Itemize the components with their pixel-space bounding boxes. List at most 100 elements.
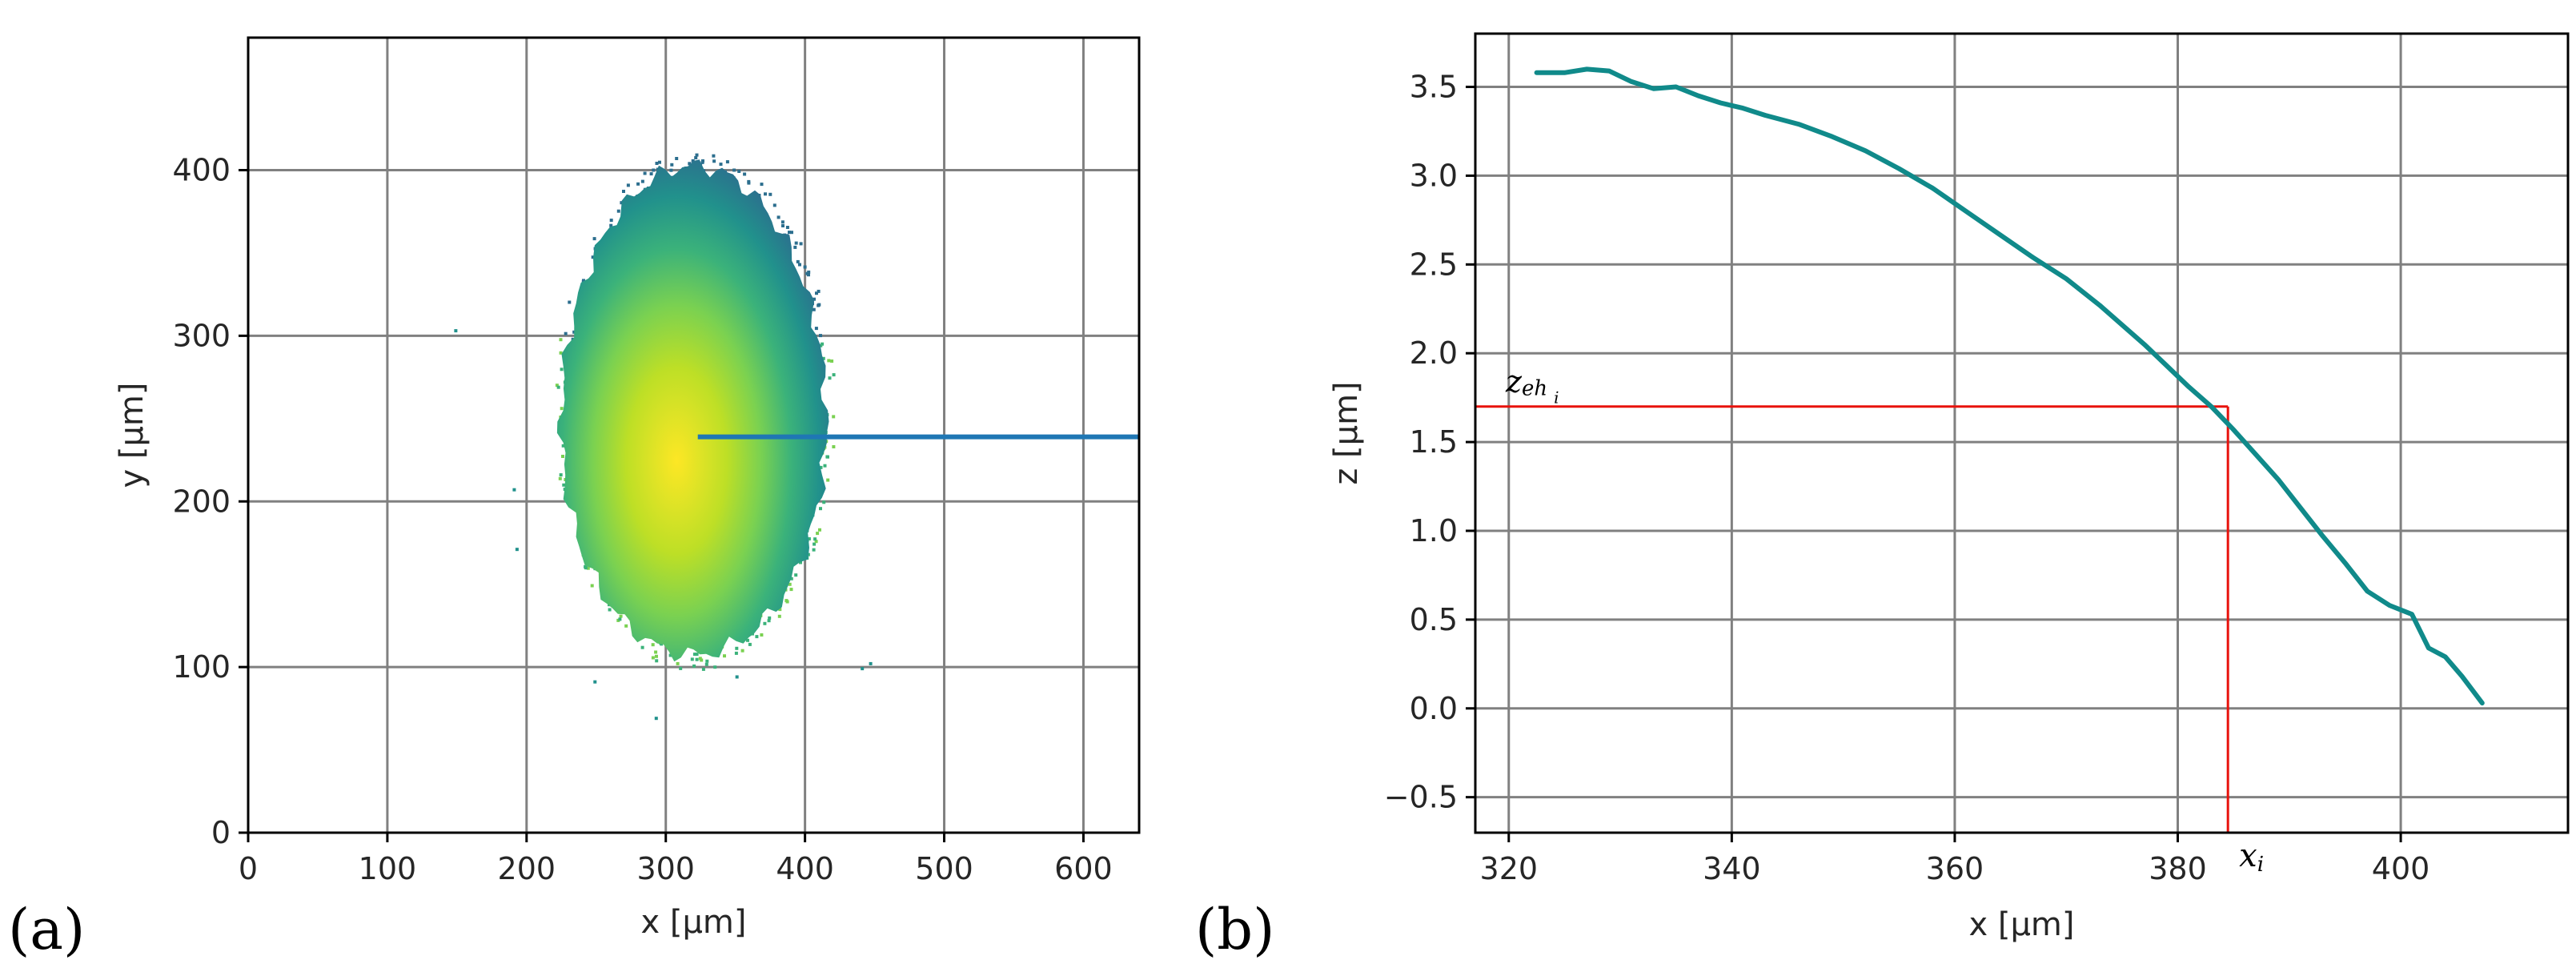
y-tick-label: 0 bbox=[211, 815, 231, 850]
x-tick-label: 340 bbox=[1703, 851, 1761, 886]
outlier-pixel bbox=[712, 154, 716, 158]
x-tick-label: 300 bbox=[636, 851, 695, 886]
outlier-pixel bbox=[760, 183, 764, 187]
outlier-pixel bbox=[830, 359, 834, 363]
outlier-pixel bbox=[740, 649, 744, 653]
outlier-pixel bbox=[807, 537, 811, 540]
outlier-pixel bbox=[822, 500, 826, 504]
outlier-pixel bbox=[828, 376, 832, 380]
outlier-pixel bbox=[763, 621, 767, 625]
stray-pixel bbox=[735, 675, 739, 679]
outlier-pixel bbox=[560, 368, 564, 372]
surface-profile-curve bbox=[1534, 66, 2485, 706]
outlier-pixel bbox=[817, 303, 821, 307]
panel-a-label: (a) bbox=[8, 897, 85, 962]
outlier-pixel bbox=[772, 203, 776, 207]
panel-b-grid bbox=[1475, 34, 2568, 833]
outlier-pixel bbox=[586, 566, 590, 570]
outlier-pixel bbox=[676, 661, 680, 665]
outlier-pixel bbox=[813, 297, 816, 301]
z-eh-i-annotation: zeh i bbox=[1505, 364, 1559, 408]
y-tick-label: 0.0 bbox=[1410, 691, 1458, 726]
y-tick-label: 1.5 bbox=[1410, 424, 1458, 460]
outlier-pixel bbox=[609, 219, 613, 223]
outlier-pixel bbox=[780, 220, 784, 224]
outlier-pixel bbox=[560, 407, 564, 411]
outlier-pixel bbox=[670, 163, 674, 167]
outlier-pixel bbox=[559, 473, 563, 477]
outlier-pixel bbox=[669, 168, 673, 172]
y-tick-label: 0.5 bbox=[1410, 602, 1458, 637]
outlier-pixel bbox=[692, 653, 696, 657]
outlier-pixel bbox=[819, 465, 823, 469]
outlier-pixel bbox=[732, 168, 736, 172]
outlier-pixel bbox=[814, 327, 818, 331]
outlier-pixel bbox=[746, 638, 749, 642]
outlier-pixel bbox=[814, 540, 818, 544]
outlier-pixel bbox=[788, 582, 792, 586]
outlier-pixel bbox=[655, 659, 659, 663]
panel-a-y-label: y [µm] bbox=[114, 382, 150, 488]
outlier-pixel bbox=[652, 168, 656, 172]
outlier-pixel bbox=[817, 289, 821, 293]
outlier-pixel bbox=[768, 192, 772, 196]
outlier-pixel bbox=[694, 156, 698, 159]
outlier-pixel bbox=[832, 373, 836, 377]
outlier-pixel bbox=[823, 464, 827, 468]
outlier-pixel bbox=[700, 658, 704, 662]
outlier-pixel bbox=[561, 455, 564, 458]
panel-b-x-ticks: 320 340 360 380 400 bbox=[1480, 833, 2430, 886]
outlier-pixel bbox=[723, 654, 726, 658]
x-tick-label: 100 bbox=[359, 851, 417, 886]
outlier-pixel bbox=[821, 342, 825, 346]
outlier-pixel bbox=[619, 614, 623, 618]
outlier-pixel bbox=[626, 183, 630, 187]
panel-a-y-ticks: 0 100 200 300 400 bbox=[172, 153, 248, 850]
panel-a-heatmap: 0 100 200 300 400 500 600 0 100 200 300 400 x [µm]… bbox=[8, 36, 1141, 962]
outlier-pixel bbox=[777, 614, 781, 618]
outlier-pixel bbox=[790, 231, 793, 235]
outlier-pixel bbox=[591, 255, 595, 259]
outlier-pixel bbox=[821, 356, 825, 360]
outlier-pixel bbox=[764, 192, 767, 196]
outlier-pixel bbox=[592, 237, 596, 241]
y-tick-label: −0.5 bbox=[1384, 780, 1458, 815]
panel-b-frame bbox=[1474, 32, 2570, 834]
outlier-pixel bbox=[781, 224, 784, 227]
outlier-pixel bbox=[705, 659, 709, 663]
panel-b-line-chart: 320 340 360 380 400 −0.5 0.0 0.5 1.0 1.5 2.0 2.5 3.… bbox=[1195, 32, 2570, 962]
outlier-pixel bbox=[692, 664, 696, 668]
outlier-pixel bbox=[776, 215, 780, 219]
y-tick-label: 3.5 bbox=[1410, 70, 1458, 105]
x-tick-label: 200 bbox=[498, 851, 556, 886]
x-tick-label: 320 bbox=[1480, 851, 1539, 886]
outlier-pixel bbox=[675, 157, 679, 160]
outlier-pixel bbox=[737, 170, 741, 173]
panel-b-y-label: z [µm] bbox=[1328, 381, 1365, 484]
outlier-pixel bbox=[767, 619, 771, 623]
outlier-pixel bbox=[803, 265, 807, 269]
outlier-pixel bbox=[807, 270, 811, 274]
outlier-pixel bbox=[572, 330, 576, 334]
outlier-pixel bbox=[660, 642, 664, 646]
outlier-pixel bbox=[760, 633, 764, 637]
outlier-pixel bbox=[616, 618, 620, 622]
outlier-pixel bbox=[734, 651, 738, 655]
outlier-pixel bbox=[691, 159, 695, 163]
outlier-pixel bbox=[649, 172, 653, 176]
stray-pixel bbox=[454, 329, 458, 333]
outlier-pixel bbox=[559, 338, 563, 342]
outlier-pixel bbox=[616, 209, 620, 213]
outlier-pixel bbox=[785, 600, 789, 604]
outlier-pixel bbox=[813, 537, 817, 541]
outlier-pixel bbox=[655, 654, 658, 658]
stray-pixel bbox=[861, 667, 865, 671]
stray-pixel bbox=[654, 717, 658, 721]
outlier-pixel bbox=[622, 190, 625, 193]
y-tick-label: 2.0 bbox=[1410, 335, 1458, 371]
outlier-pixel bbox=[768, 616, 772, 620]
outlier-pixel bbox=[827, 359, 831, 363]
x-tick-label: 500 bbox=[915, 851, 973, 886]
y-tick-label: 2.5 bbox=[1410, 247, 1458, 282]
